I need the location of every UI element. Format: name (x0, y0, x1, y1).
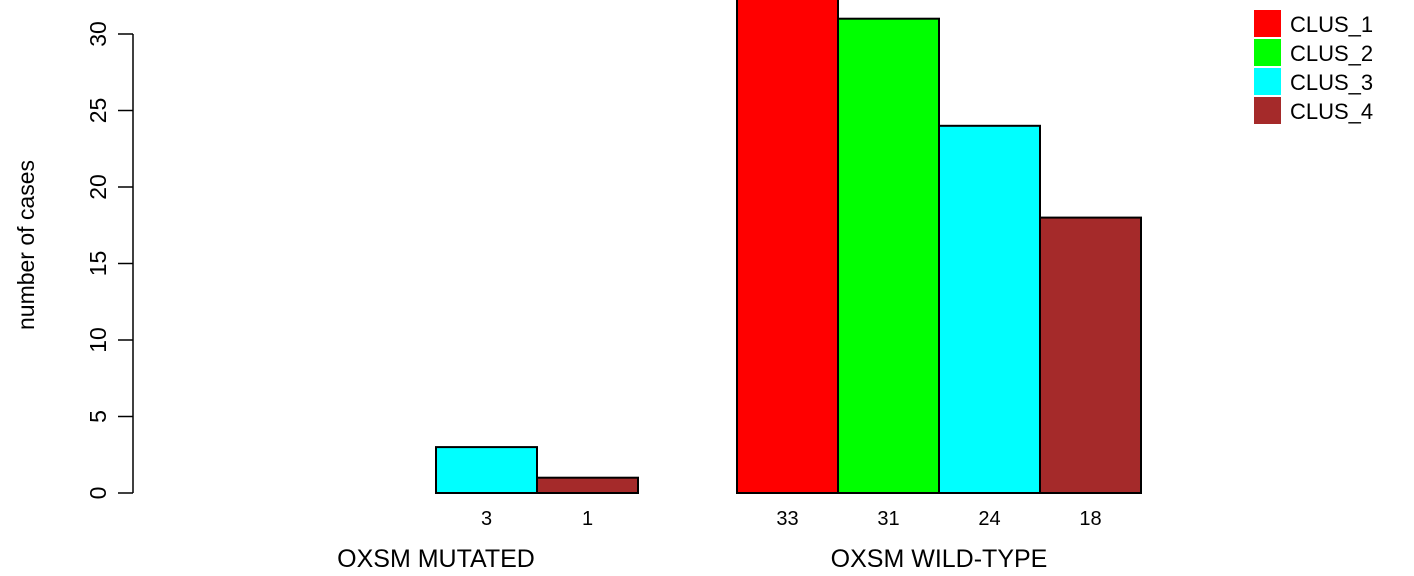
bar (837, 17, 940, 494)
bar (1039, 216, 1142, 494)
legend-label: CLUS_1 (1290, 12, 1373, 37)
y-tick-label: 20 (85, 174, 111, 200)
group-labels: OXSM MUTATED OXSM WILD-TYPE (337, 545, 1047, 573)
legend-swatch (1254, 39, 1281, 66)
bar-value-label: 18 (1079, 508, 1101, 530)
group-label: OXSM MUTATED (337, 545, 535, 573)
group-label: OXSM WILD-TYPE (831, 545, 1048, 573)
bar-value-label: 31 (877, 508, 899, 530)
bars (435, 0, 1142, 495)
bar-value-label: 33 (776, 508, 798, 530)
bar-value-label: 24 (978, 508, 1000, 530)
y-tick-label: 0 (85, 487, 111, 500)
legend-label: CLUS_2 (1290, 41, 1373, 66)
y-tick-label: 15 (85, 251, 111, 277)
value-labels: 3 1 33 31 24 18 (481, 508, 1102, 530)
legend-swatch (1254, 97, 1281, 124)
bar-value-label: 3 (481, 508, 492, 530)
bar (736, 0, 839, 494)
legend-swatch (1254, 68, 1281, 95)
y-tick-label: 30 (85, 21, 111, 47)
legend-label: CLUS_3 (1290, 70, 1373, 95)
bar-value-label: 1 (582, 508, 593, 530)
legend-label: CLUS_4 (1290, 99, 1373, 124)
legend-swatch (1254, 10, 1281, 37)
y-tick-label: 25 (85, 98, 111, 124)
bar (536, 476, 639, 495)
bar (938, 124, 1041, 495)
legend: CLUS_1 CLUS_2 CLUS_3 CLUS_4 (1254, 10, 1373, 124)
bar (435, 446, 538, 495)
y-tick-label: 5 (85, 410, 111, 423)
y-axis: 0 5 10 15 20 25 30 (85, 21, 134, 500)
y-tick-label: 10 (85, 327, 111, 353)
y-axis-label: number of cases (13, 160, 39, 330)
